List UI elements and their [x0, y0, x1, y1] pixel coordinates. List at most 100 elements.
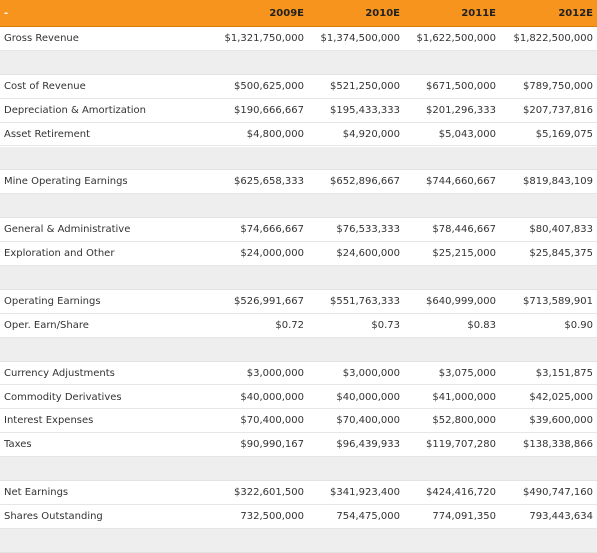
value-cell: $713,589,901: [523, 295, 593, 307]
value-cell: $789,750,000: [523, 80, 593, 92]
value-cell: $76,533,333: [336, 224, 400, 236]
value-cell: $96,439,933: [336, 439, 400, 451]
value-cell: 774,091,350: [432, 511, 496, 522]
data-row: Exploration and Other $24,000,000 $24,600,…: [0, 242, 597, 266]
value-cell: 2010E: [365, 8, 400, 19]
spacer-row: [0, 457, 597, 482]
value-cell: $195,433,333: [330, 104, 400, 116]
value-cell: $74,666,667: [240, 224, 304, 236]
data-row: General & Administrative $74,666,667 $76,5…: [0, 218, 597, 243]
value-cell: $5,169,075: [535, 128, 593, 140]
spacer-row: [0, 146, 597, 171]
value-cell: $41,000,000: [432, 391, 496, 403]
value-cell: $24,000,000: [240, 248, 304, 260]
data-row: Taxes $90,990,167 $96,439,933 $119,707,280 $…: [0, 433, 597, 458]
label-cell: Gross Revenue: [4, 33, 79, 44]
value-cell: $0.73: [371, 319, 400, 331]
value-cell: $671,500,000: [426, 80, 496, 92]
value-cell: $424,416,720: [426, 487, 496, 499]
label-cell: Asset Retirement: [4, 128, 91, 140]
value-cell: $1,374,500,000: [320, 33, 400, 44]
data-row: Commodity Derivatives $40,000,000 $40,000,…: [0, 385, 597, 410]
value-cell: $201,296,333: [426, 104, 496, 116]
header-row: - 2009E 2010E 2011E 2012E: [0, 0, 597, 27]
label-cell: Shares Outstanding: [4, 511, 103, 522]
value-cell: $207,737,816: [523, 104, 593, 116]
value-cell: $652,896,667: [330, 176, 400, 188]
value-cell: $40,000,000: [336, 391, 400, 403]
spacer-row: [0, 50, 597, 75]
value-cell: 732,500,000: [240, 511, 304, 522]
value-cell: $3,075,000: [438, 367, 496, 379]
spacer-row: [0, 194, 597, 219]
label-cell: Cost of Revenue: [4, 80, 86, 92]
value-cell: $24,600,000: [336, 248, 400, 260]
value-cell: 793,443,634: [529, 511, 593, 522]
spacer-row: [0, 337, 597, 362]
data-row: Mine Operating Earnings $625,658,333 $652,…: [0, 170, 597, 195]
value-cell: 754,475,000: [336, 511, 400, 522]
value-cell: $341,923,400: [330, 487, 400, 499]
data-row: Shares Outstanding 732,500,000 754,475,000…: [0, 505, 597, 529]
data-row: Depreciation & Amortization $190,666,667 $…: [0, 98, 597, 123]
label-cell: Taxes: [4, 439, 32, 451]
value-cell: $4,920,000: [342, 128, 400, 140]
value-cell: $1,822,500,000: [513, 33, 593, 44]
value-cell: $80,407,833: [529, 224, 593, 236]
value-cell: $70,400,000: [336, 415, 400, 427]
data-row: Currency Adjustments $3,000,000 $3,000,000…: [0, 361, 597, 386]
data-row: Operating Earnings $526,991,667 $551,763,3…: [0, 289, 597, 314]
value-cell: $3,151,875: [535, 367, 593, 379]
data-row: Oper. Earn/Share $0.72 $0.73 $0.83 $0.90: [0, 313, 597, 338]
value-cell: $119,707,280: [426, 439, 496, 451]
data-row: Net Earnings $322,601,500 $341,923,400 $424…: [0, 481, 597, 505]
value-cell: $0.90: [564, 319, 593, 331]
value-cell: $490,747,160: [523, 487, 593, 499]
value-cell: $625,658,333: [234, 176, 304, 188]
label-cell: Net Earnings: [4, 487, 69, 499]
spacer-row: [0, 266, 597, 290]
label-cell: Currency Adjustments: [4, 367, 115, 379]
value-cell: $190,666,667: [234, 104, 304, 116]
value-cell: $744,660,667: [426, 176, 496, 188]
data-row: Interest Expenses $70,400,000 $70,400,000 $…: [0, 409, 597, 434]
value-cell: 2011E: [461, 8, 496, 19]
value-cell: $78,446,667: [432, 224, 496, 236]
value-cell: 2012E: [558, 8, 593, 19]
label-cell: Oper. Earn/Share: [4, 319, 89, 331]
value-cell: $521,250,000: [330, 80, 400, 92]
label-cell: Depreciation & Amortization: [4, 104, 147, 116]
data-row: Gross Revenue $1,321,750,000 $1,374,500,00…: [0, 27, 597, 51]
value-cell: $25,845,375: [529, 248, 593, 260]
value-cell: $0.72: [275, 319, 304, 331]
value-cell: $1,321,750,000: [224, 33, 304, 44]
value-cell: $0.83: [467, 319, 496, 331]
label-cell: Commodity Derivatives: [4, 391, 122, 403]
value-cell: $3,000,000: [342, 367, 400, 379]
value-cell: $3,000,000: [246, 367, 304, 379]
value-cell: $25,215,000: [432, 248, 496, 260]
value-cell: $5,043,000: [438, 128, 496, 140]
label-cell: Mine Operating Earnings: [4, 176, 128, 188]
value-cell: $90,990,167: [240, 439, 304, 451]
value-cell: $70,400,000: [240, 415, 304, 427]
data-row: Asset Retirement $4,800,000 $4,920,000 $5,0…: [0, 122, 597, 147]
value-cell: 2009E: [269, 8, 304, 19]
label-cell: Exploration and Other: [4, 248, 115, 260]
value-cell: $39,600,000: [529, 415, 593, 427]
value-cell: $640,999,000: [426, 295, 496, 307]
value-cell: $40,000,000: [240, 391, 304, 403]
value-cell: $52,800,000: [432, 415, 496, 427]
value-cell: $138,338,866: [523, 439, 593, 451]
label-cell: General & Administrative: [4, 224, 131, 236]
value-cell: $526,991,667: [234, 295, 304, 307]
value-cell: $551,763,333: [330, 295, 400, 307]
value-cell: $819,843,109: [523, 176, 593, 188]
label-cell: Operating Earnings: [4, 295, 101, 307]
value-cell: $4,800,000: [246, 128, 304, 140]
value-cell: $1,622,500,000: [416, 33, 496, 44]
label-cell: Interest Expenses: [4, 415, 94, 427]
value-cell: $322,601,500: [234, 487, 304, 499]
spacer-row: [0, 528, 597, 553]
